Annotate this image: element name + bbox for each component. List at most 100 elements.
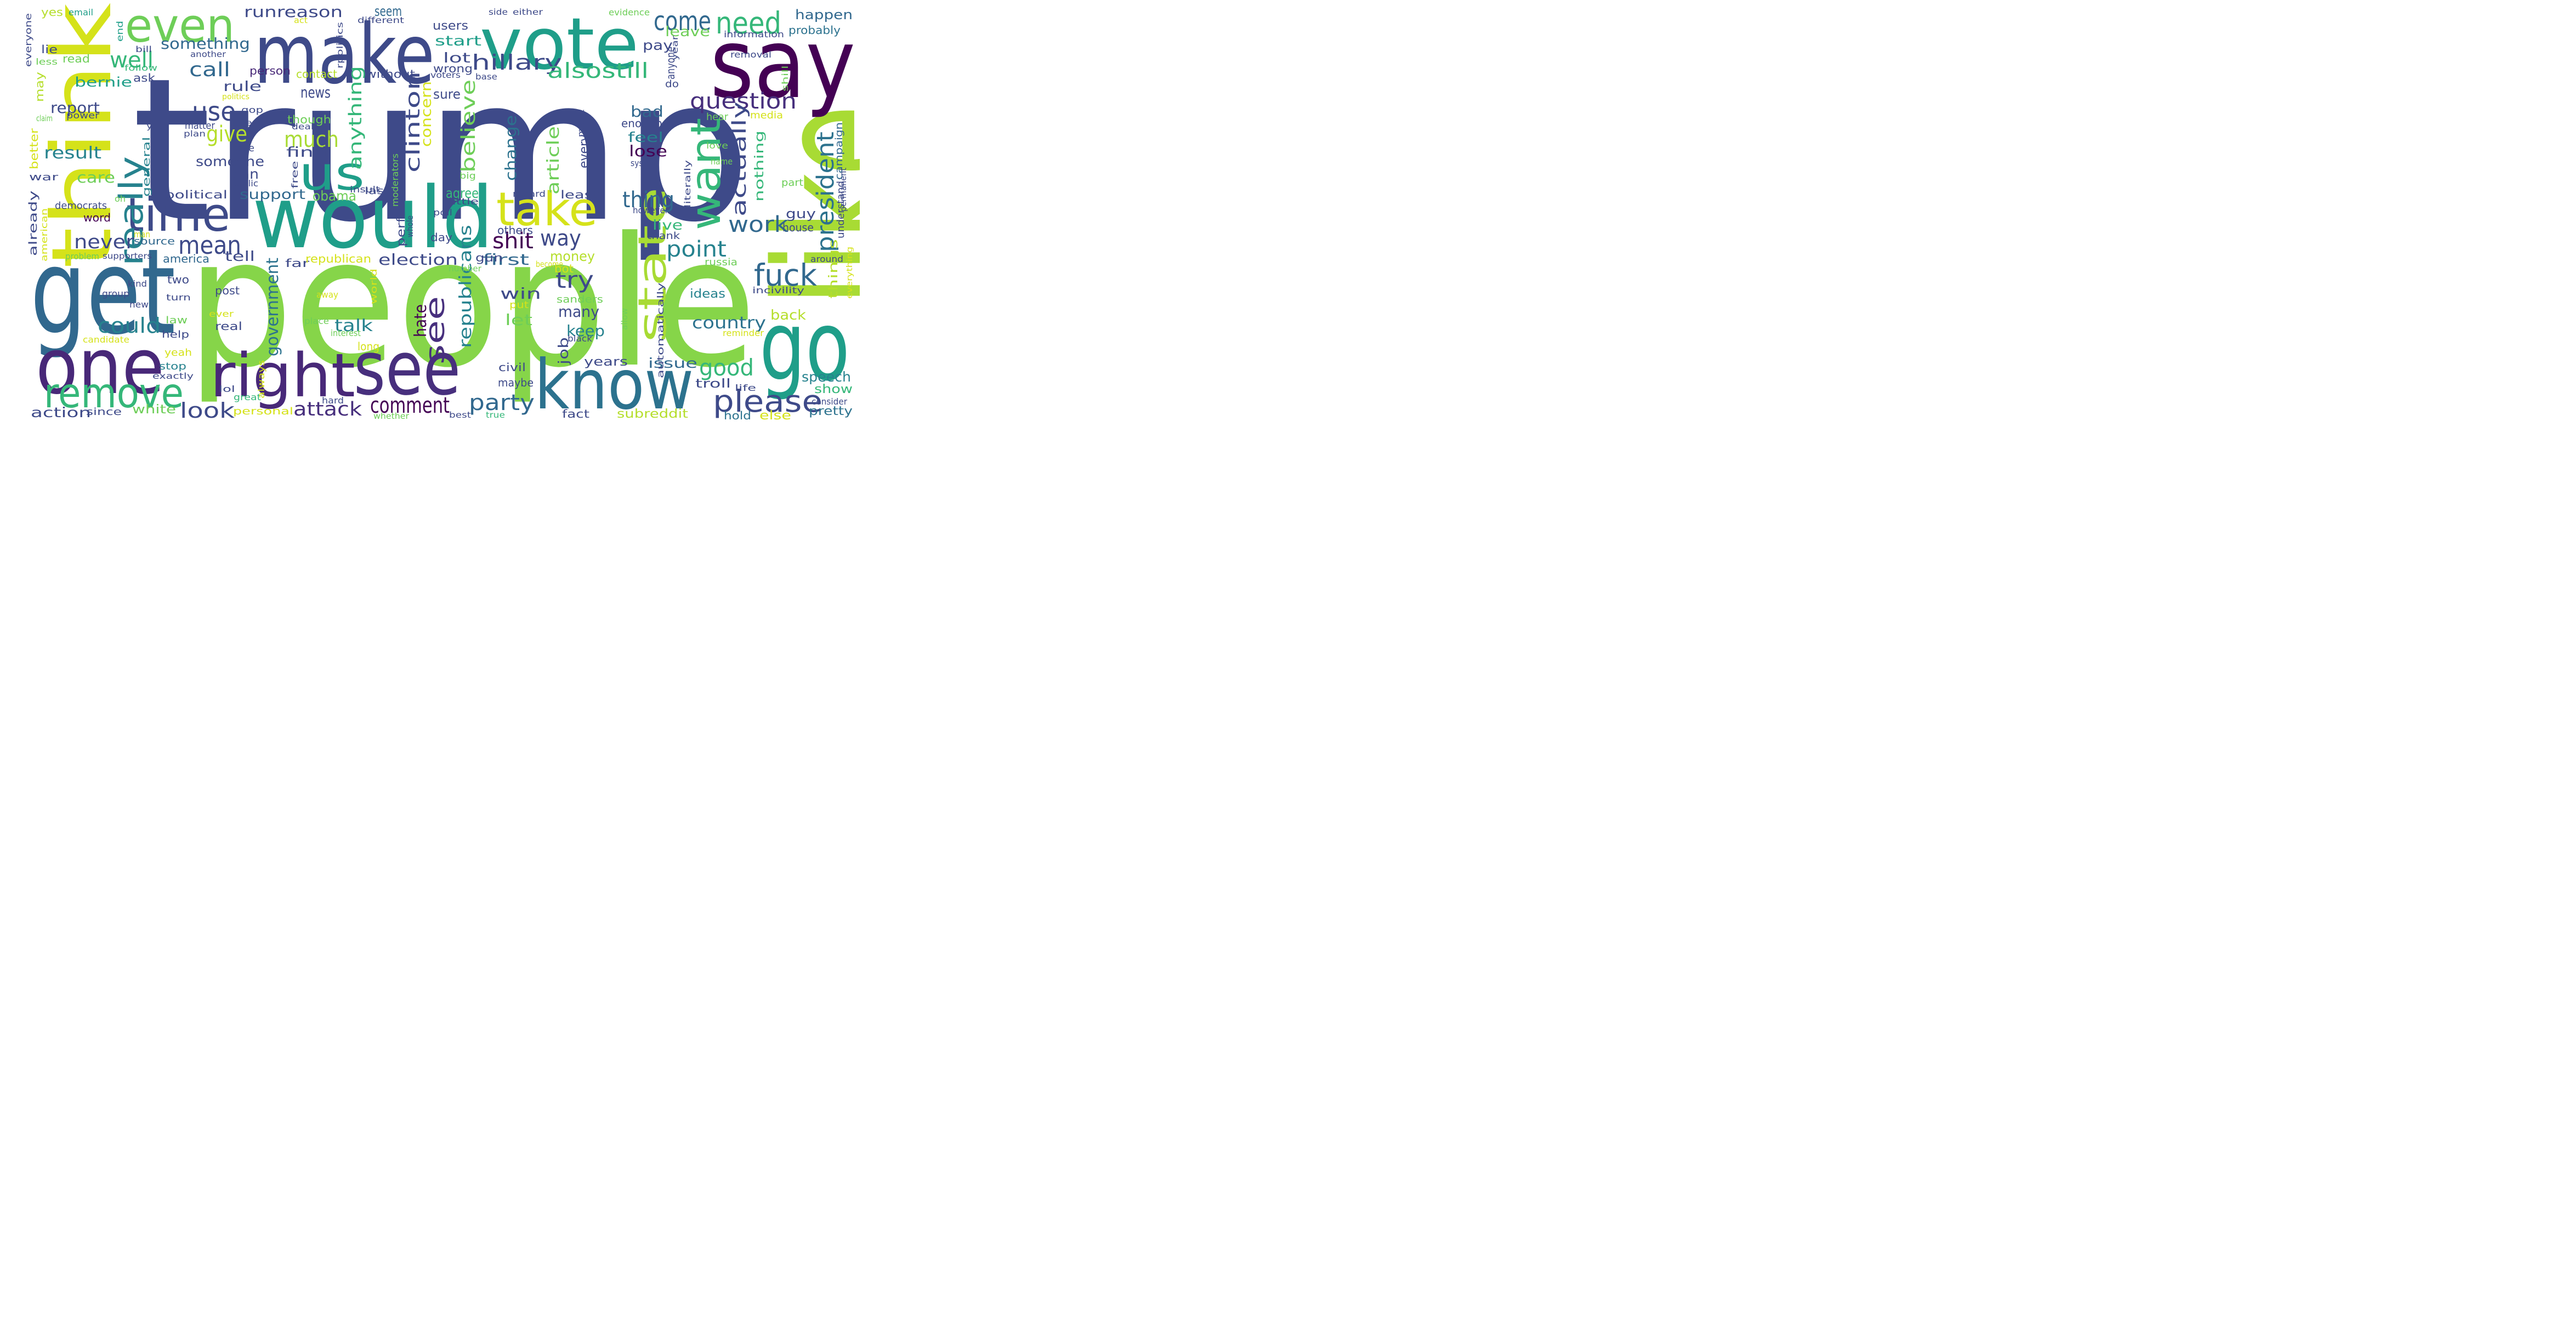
word-right: right [210,340,355,411]
word-well: well [110,48,154,73]
word-regard: regard [513,189,546,199]
word-candidate: candidate [83,334,129,345]
word-party: party [469,390,535,416]
word-email: email [69,7,94,18]
word-reminder: reminder [723,328,764,338]
word-bill: bill [135,44,152,54]
word-years: years [584,355,628,369]
word-group: group [102,288,130,299]
word-sanders: sanders [557,294,603,305]
word-trump: trump [132,36,752,265]
word-russia: russia [705,257,737,268]
word-man: man [134,229,150,240]
word-please: please [713,384,823,419]
word-media: media [750,110,784,121]
word-work: work [728,212,788,237]
word-long: long [358,340,380,353]
word-could: could [98,314,161,338]
word-something: something [161,35,250,53]
word-do: do [665,78,679,90]
word-fact: fact [562,407,590,420]
word-use: use [192,96,236,127]
word-show: show [814,383,853,396]
word-information: information [724,29,784,39]
word-interest: interest [331,328,361,338]
word-political: political [164,188,228,201]
word-ever: ever [209,309,234,319]
word-great: great [234,392,262,402]
word-fuck: fuck [754,258,818,293]
word-civil: civil [498,361,526,374]
word-kind: kind [128,278,147,289]
word-bad: bad [631,103,663,121]
word-go: go [759,291,850,402]
word-new: new [129,299,149,310]
word-live: live [652,217,683,233]
word-hate: hate [411,304,430,337]
word-change: change [502,115,520,181]
word-others: others [497,224,533,237]
word-users: users [433,19,468,33]
word-attack: attack [293,399,362,420]
word-public: public [231,178,259,189]
word-look: look [180,399,235,423]
word-may: may [33,72,46,102]
word-problem: problem [65,251,100,261]
word-support: support [240,186,305,202]
word-day: day [430,231,452,244]
word-always: always [256,360,266,399]
word-every: every [576,134,592,168]
word-make: make [254,7,435,103]
word-keep: keep [566,322,605,340]
word-oh: oh [115,194,126,204]
word-turn: turn [166,292,191,303]
word-without: without [366,67,415,81]
word-take: take [496,183,598,237]
word-gop: gop [241,105,263,115]
word-yet: yet [146,121,163,131]
word-politics: politics [222,93,250,101]
word-never: never [74,231,134,253]
word-troll: troll [695,377,731,391]
word-better: better [27,128,41,169]
word-idea: idea [236,118,259,128]
word-far: far [285,257,310,270]
word-tell: tell [225,248,255,264]
word-contact: contact [296,67,337,81]
word-leave: leave [665,24,711,39]
word-lol: lol [219,384,235,394]
word-follow: follow [124,63,158,73]
word-evidence: evidence [609,7,650,18]
word-need: need [716,5,781,41]
word-yes: yes [41,5,63,19]
word-maybe: maybe [498,376,534,389]
word-number: number [449,264,482,274]
word-even: even [125,0,235,53]
word-wrong: wrong [433,62,473,75]
word-law: law [166,315,188,326]
word-way: way [540,226,582,251]
word-black: black [568,333,593,344]
word-read: read [63,52,90,65]
word-hold: hold [724,409,751,422]
word-money: money [550,248,595,264]
word-either: either [513,7,543,17]
word-however: however [633,205,668,215]
word-incivility: incivility [752,285,804,295]
word-big: big [459,170,476,181]
word-enough: enough [621,117,662,130]
word-literally: literally [683,160,693,208]
word-hard: hard [322,395,344,406]
word-seem: seem [375,3,402,19]
word-supporters: supporters [103,251,152,261]
word-let: let [505,311,532,329]
word-people: people [186,199,757,407]
word-automatically: automatically [655,282,666,378]
word-article: article [544,126,563,195]
word-two: two [167,273,190,286]
word-many: many [558,303,599,321]
word-come: come [654,6,711,37]
word-another: another [190,49,226,59]
word-house: house [782,221,814,234]
word-claim: claim [36,113,53,123]
